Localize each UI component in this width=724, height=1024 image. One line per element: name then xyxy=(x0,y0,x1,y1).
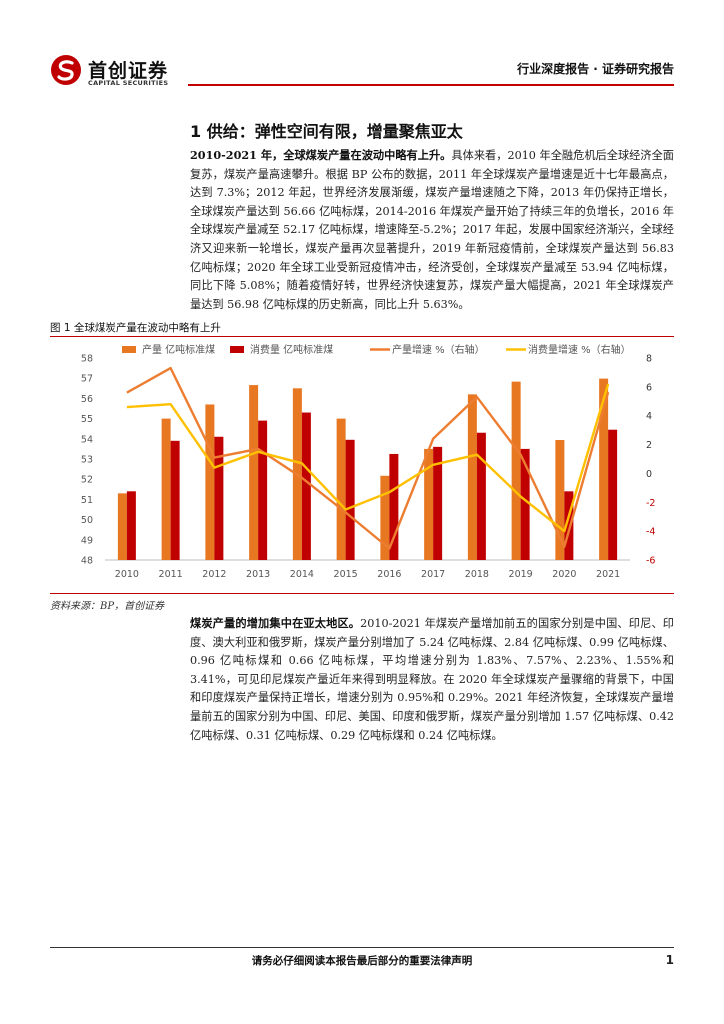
report-type: 行业深度报告 · 证券研究报告 xyxy=(517,62,674,76)
legend-label: 产量增速 %（右轴） xyxy=(392,343,485,356)
right-tick-label: -2 xyxy=(646,498,655,509)
legend-swatch xyxy=(230,346,244,353)
legend-label: 消费量 亿吨标准煤 xyxy=(250,343,333,356)
company-logo: 首创证券 CAPITAL SECURITIES xyxy=(50,54,190,88)
figure-source: 资料来源：BP，首创证券 xyxy=(50,601,165,612)
consumption-bar xyxy=(433,446,443,560)
left-tick-label: 50 xyxy=(81,515,93,526)
left-tick-label: 53 xyxy=(81,455,93,466)
logo-text-en: CAPITAL SECURITIES xyxy=(88,79,169,87)
x-tick-label: 2021 xyxy=(596,569,620,580)
production-bar xyxy=(467,394,477,560)
x-tick-label: 2015 xyxy=(334,569,358,580)
right-tick-label: 0 xyxy=(646,469,652,480)
left-tick-label: 52 xyxy=(81,475,93,486)
production-growth-line xyxy=(126,366,610,550)
left-tick-label: 48 xyxy=(81,556,93,567)
consumption-bar xyxy=(520,448,530,560)
consumption-bar xyxy=(345,439,355,560)
x-tick-label: 2019 xyxy=(509,569,533,580)
logo-text-cn: 首创证券 xyxy=(88,60,169,82)
production-bar xyxy=(161,418,171,560)
production-bar xyxy=(117,493,127,560)
header-divider xyxy=(188,84,674,86)
x-tick-label: 2011 xyxy=(159,569,183,580)
paragraph-body: 2010-2021 年煤炭产量增加前五的国家分别是中国、印尼、印度、澳大利亚和俄… xyxy=(190,617,674,742)
legend-item: 产量增速 %（右轴） xyxy=(370,343,485,356)
chart-axes: 48 49 50 51 52 53 54 55 56 57 58 -6 -4 -2 0 2 4 6 8 2010 201… xyxy=(81,354,656,581)
left-tick-label: 55 xyxy=(81,414,93,425)
production-bar xyxy=(380,475,390,560)
paragraph-body: 具体来看，2010 年全融危机后全球经济全面复苏，煤炭产量高速攀升。根据 BP … xyxy=(190,149,674,311)
x-tick-label: 2014 xyxy=(290,569,314,580)
section-title: 1 供给：弹性空间有限，增量聚焦亚太 xyxy=(190,122,463,141)
x-tick-label: 2013 xyxy=(246,569,270,580)
x-tick-label: 2016 xyxy=(377,569,401,580)
paragraph-lead: 2010-2021 年，全球煤炭产量在波动中略有上升。 xyxy=(190,148,452,162)
legend-item: 消费量增速 %（右轴） xyxy=(506,343,631,356)
consumption-bar xyxy=(564,491,574,560)
left-tick-label: 58 xyxy=(81,354,93,365)
figure-bottom-rule xyxy=(50,593,674,594)
right-tick-label: 8 xyxy=(646,354,652,365)
consumption-bar xyxy=(608,429,618,560)
consumption-growth-line xyxy=(126,383,610,533)
production-bar xyxy=(249,385,259,560)
production-bar xyxy=(511,381,521,560)
chart-legend: 产量 亿吨标准煤 消费量 亿吨标准煤 产量增速 %（右轴） 消费量增速 %（右轴） xyxy=(122,343,631,356)
x-tick-label: 2018 xyxy=(465,569,489,580)
production-bar xyxy=(205,404,215,560)
production-bar xyxy=(555,440,565,560)
right-tick-label: -4 xyxy=(646,527,655,538)
consumption-bar xyxy=(258,420,268,560)
consumption-bar xyxy=(476,432,486,560)
legend-label: 产量 亿吨标准煤 xyxy=(142,343,215,356)
consumption-bar xyxy=(389,453,399,560)
consumption-bar xyxy=(170,440,180,560)
legend-item: 消费量 亿吨标准煤 xyxy=(230,343,333,356)
figure-caption: 图 1 全球煤炭产量在波动中略有上升 xyxy=(50,322,221,334)
x-tick-label: 2010 xyxy=(115,569,139,580)
right-tick-label: -6 xyxy=(646,556,655,567)
paragraph-asia-pacific: 煤炭产量的增加集中在亚太地区。2010-2021 年煤炭产量增加前五的国家分别是… xyxy=(190,614,674,745)
left-tick-label: 54 xyxy=(81,434,93,445)
right-tick-label: 4 xyxy=(646,411,652,422)
legend-label: 消费量增速 %（右轴） xyxy=(528,343,631,356)
consumption-bar xyxy=(301,412,311,560)
x-tick-label: 2012 xyxy=(202,569,226,580)
x-tick-label: 2017 xyxy=(421,569,445,580)
legend-item: 产量 亿吨标准煤 xyxy=(122,343,215,356)
consumption-bar xyxy=(126,491,136,560)
legend-swatch xyxy=(122,346,136,353)
coal-output-chart: 产量 亿吨标准煤 消费量 亿吨标准煤 产量增速 %（右轴） 消费量增速 %（右轴） 4… xyxy=(81,343,656,581)
production-bar xyxy=(424,448,434,560)
chart-bars xyxy=(117,378,618,560)
paragraph-supply-overview: 2010-2021 年，全球煤炭产量在波动中略有上升。具体来看，2010 年全融… xyxy=(190,146,674,314)
left-tick-label: 56 xyxy=(81,394,93,405)
production-bar xyxy=(336,418,346,560)
page-header: 首创证券 CAPITAL SECURITIES 行业深度报告 · 证券研究报告 xyxy=(50,50,674,88)
left-tick-label: 57 xyxy=(81,374,93,385)
left-tick-label: 51 xyxy=(81,495,93,506)
chart-lines xyxy=(126,366,610,550)
figure-top-rule xyxy=(50,336,674,337)
page-number: 1 xyxy=(665,953,674,967)
footer-divider xyxy=(50,947,674,948)
right-tick-label: 2 xyxy=(646,440,652,451)
legal-notice: 请务必仔细阅读本报告最后部分的重要法律声明 xyxy=(251,955,473,967)
x-tick-label: 2020 xyxy=(552,569,576,580)
consumption-bar xyxy=(214,436,224,560)
left-tick-label: 49 xyxy=(81,535,93,546)
paragraph-lead: 煤炭产量的增加集中在亚太地区。 xyxy=(190,616,361,630)
production-bar xyxy=(599,378,609,560)
logo-mark-icon xyxy=(51,55,81,85)
right-tick-label: 6 xyxy=(646,382,652,393)
